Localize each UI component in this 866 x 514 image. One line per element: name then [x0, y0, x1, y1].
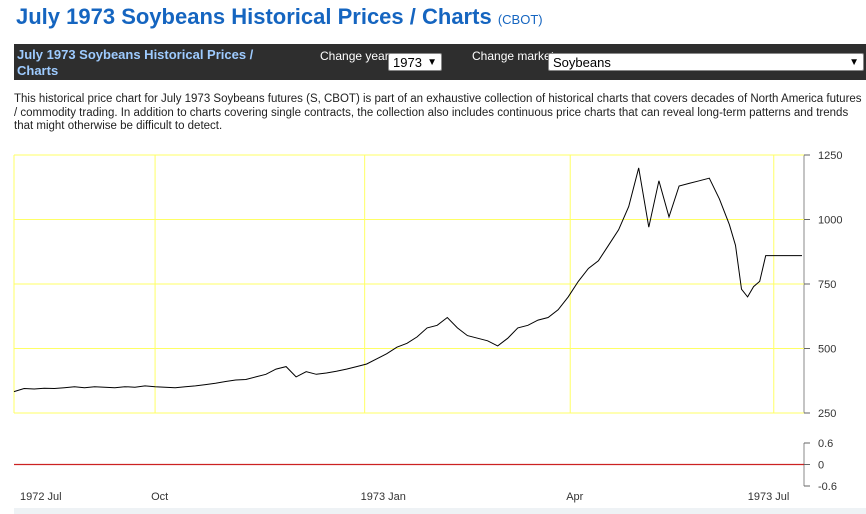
x-tick-label: 1972 Jul — [20, 491, 62, 503]
change-market-label: Change market: — [472, 49, 558, 63]
y-tick-label: 750 — [818, 279, 836, 291]
chart-description: This historical price chart for July 197… — [14, 93, 862, 132]
chevron-down-icon: ▼ — [849, 57, 859, 68]
market-select-value: Soybeans — [553, 55, 611, 70]
indicator-y-tick-label: -0.6 — [818, 481, 837, 493]
page-title-text: July 1973 Soybeans Historical Prices / C… — [16, 4, 492, 29]
page-title: July 1973 Soybeans Historical Prices / C… — [16, 4, 543, 30]
market-select[interactable]: Soybeans ▼ — [548, 53, 864, 71]
chevron-down-icon: ▼ — [427, 57, 437, 68]
indicator-y-tick-label: 0.6 — [818, 438, 833, 450]
navbar: July 1973 Soybeans Historical Prices / C… — [14, 44, 866, 80]
indicator-y-tick-label: 0 — [818, 460, 824, 472]
x-tick-label: Oct — [151, 491, 168, 503]
year-select-value: 1973 — [393, 55, 422, 70]
exchange-label: (CBOT) — [497, 12, 543, 27]
y-tick-label: 1250 — [818, 150, 842, 162]
chart-scroll-strip — [14, 508, 866, 514]
year-select[interactable]: 1973 ▼ — [388, 53, 442, 71]
y-tick-label: 1000 — [818, 215, 842, 227]
x-tick-label: Apr — [566, 491, 583, 503]
y-tick-label: 250 — [818, 408, 836, 420]
change-year-label: Change year: — [320, 49, 393, 63]
y-tick-label: 500 — [818, 344, 836, 356]
price-series-line — [13, 167, 802, 393]
x-tick-label: 1973 Jul — [748, 491, 790, 503]
navbar-title: July 1973 Soybeans Historical Prices / C… — [17, 47, 254, 78]
x-tick-label: 1973 Jan — [361, 491, 406, 503]
